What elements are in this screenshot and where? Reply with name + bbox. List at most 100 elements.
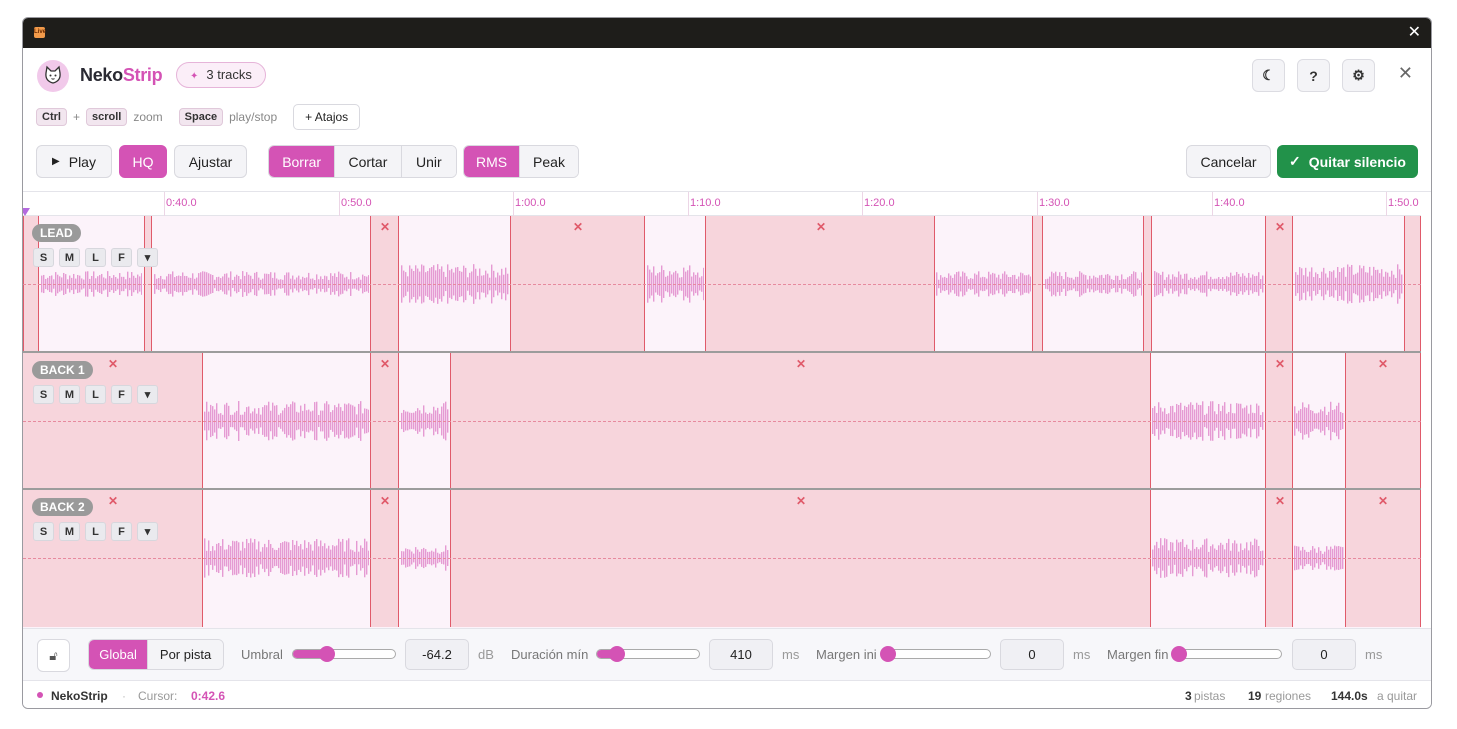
cat-logo-icon <box>37 60 69 92</box>
margin-end-slider[interactable] <box>1171 646 1282 662</box>
track-back-2[interactable]: ✕ ✕ ✕ ✕ ✕ BACK 2 S M L F ▾ <box>23 490 1421 627</box>
waveform-bar <box>661 265 663 303</box>
playhead-marker[interactable] <box>23 208 30 216</box>
silence-region[interactable] <box>1143 216 1152 351</box>
track-back-1[interactable]: ✕ ✕ ✕ ✕ ✕ BACK 1 S M L F ▾ <box>23 353 1421 490</box>
l-button[interactable]: L <box>85 248 106 267</box>
track-midline <box>23 558 1421 559</box>
waveform-bar <box>330 273 332 295</box>
mode-cortar[interactable]: Cortar <box>335 146 402 177</box>
scope-per-track[interactable]: Por pista <box>148 640 223 669</box>
track-menu-button[interactable]: ▾ <box>137 522 158 541</box>
remove-region-icon[interactable]: ✕ <box>379 357 391 371</box>
silence-region[interactable]: ✕ <box>370 353 399 488</box>
threshold-slider[interactable] <box>292 646 396 662</box>
slider-knob[interactable] <box>880 646 896 662</box>
vertical-scrollbar[interactable] <box>1421 192 1431 629</box>
solo-button[interactable]: S <box>33 385 54 404</box>
margin-start-slider[interactable] <box>880 646 991 662</box>
silence-region[interactable] <box>1032 216 1043 351</box>
ruler-tick: 0:50.0 <box>341 197 372 209</box>
remove-region-icon[interactable]: ✕ <box>815 220 827 234</box>
track-controls: S M L F ▾ <box>33 522 163 541</box>
l-button[interactable]: L <box>85 522 106 541</box>
detect-rms[interactable]: RMS <box>464 146 521 177</box>
close-icon[interactable]: ✕ <box>1397 63 1413 83</box>
header: NekoStrip ✦ 3 tracks ☾ ? ⚙ ✕ <box>23 48 1431 108</box>
cancel-button[interactable]: Cancelar <box>1186 145 1271 178</box>
min-duration-slider[interactable] <box>596 646 700 662</box>
remove-region-icon[interactable]: ✕ <box>1377 357 1389 371</box>
remove-region-icon[interactable]: ✕ <box>1377 494 1389 508</box>
dark-mode-button[interactable]: ☾ <box>1252 59 1285 92</box>
remove-region-icon[interactable]: ✕ <box>1274 494 1286 508</box>
remove-region-icon[interactable]: ✕ <box>1274 357 1286 371</box>
margin-start-unit: ms <box>1073 647 1091 662</box>
silence-region[interactable]: ✕ <box>510 216 645 351</box>
sparkle-icon: ✦ <box>190 71 199 82</box>
remove-region-icon[interactable]: ✕ <box>107 494 119 508</box>
remove-region-icon[interactable]: ✕ <box>379 220 391 234</box>
mute-button[interactable]: M <box>59 248 80 267</box>
remove-region-icon[interactable]: ✕ <box>107 357 119 371</box>
f-button[interactable]: F <box>111 522 132 541</box>
remove-silence-button[interactable]: ✓ Quitar silencio <box>1277 145 1418 178</box>
track-menu-button[interactable]: ▾ <box>137 248 158 267</box>
slider-knob[interactable] <box>318 646 335 662</box>
remove-region-icon[interactable]: ✕ <box>795 494 807 508</box>
remove-region-icon[interactable]: ✕ <box>795 357 807 371</box>
solo-button[interactable]: S <box>33 522 54 541</box>
lock-button[interactable]: 🔓︎ <box>37 639 70 672</box>
window-close-icon[interactable]: ✕ <box>1407 24 1421 41</box>
solo-button[interactable]: S <box>33 248 54 267</box>
silence-region[interactable]: ✕ <box>1345 353 1421 488</box>
track-controls: S M L F ▾ <box>33 385 163 404</box>
hq-toggle[interactable]: HQ <box>119 145 167 178</box>
mode-unir[interactable]: Unir <box>401 146 456 177</box>
remove-region-icon[interactable]: ✕ <box>1274 220 1286 234</box>
l-button[interactable]: L <box>85 385 106 404</box>
remove-region-icon[interactable]: ✕ <box>379 494 391 508</box>
slider-knob[interactable] <box>1171 646 1187 662</box>
silence-region[interactable] <box>144 216 152 351</box>
silence-region[interactable] <box>1404 216 1421 351</box>
waveform-bar <box>77 274 79 294</box>
track-lead[interactable]: ✕ ✕ ✕ ✕ LEAD S M L <box>23 216 1421 353</box>
slider-knob[interactable] <box>609 646 626 662</box>
app-title-part1: Neko <box>80 65 123 85</box>
mute-button[interactable]: M <box>59 522 80 541</box>
scope-global[interactable]: Global <box>89 640 149 669</box>
regions-count-label: regiones <box>1265 689 1312 703</box>
time-ruler[interactable]: 0:40.0 0:50.0 1:00.0 1:10.0 1:20.0 1:30.… <box>23 192 1421 216</box>
ajustar-button[interactable]: Ajustar <box>174 145 247 178</box>
play-button[interactable]: ▶ Play <box>36 145 112 178</box>
mute-button[interactable]: M <box>59 385 80 404</box>
ruler-tick: 1:10.0 <box>690 197 721 209</box>
ruler-tick: 1:20.0 <box>864 197 895 209</box>
slider-fill <box>597 650 618 658</box>
detect-peak[interactable]: Peak <box>520 146 578 177</box>
hq-label: HQ <box>132 153 154 170</box>
silence-region[interactable]: ✕ <box>370 216 399 351</box>
remove-region-icon[interactable]: ✕ <box>572 220 584 234</box>
min-duration-input[interactable]: 410 <box>709 639 773 670</box>
threshold-input[interactable]: -64.2 <box>405 639 469 670</box>
timeline[interactable]: 0:40.0 0:50.0 1:00.0 1:10.0 1:20.0 1:30.… <box>23 191 1431 629</box>
silence-region[interactable]: ✕ <box>1265 353 1293 488</box>
f-button[interactable]: F <box>111 248 132 267</box>
help-icon: ? <box>1309 67 1318 84</box>
margin-end-input[interactable]: 0 <box>1292 639 1356 670</box>
f-button[interactable]: F <box>111 385 132 404</box>
track-menu-button[interactable]: ▾ <box>137 385 158 404</box>
settings-button[interactable]: ⚙ <box>1342 59 1375 92</box>
mode-borrar[interactable]: Borrar <box>269 146 336 177</box>
regions-count: 19 <box>1248 689 1262 703</box>
waveform-bar <box>366 276 368 292</box>
more-shortcuts-button[interactable]: + Atajos <box>293 104 361 130</box>
track-midline <box>23 284 1421 285</box>
silence-region[interactable]: ✕ <box>705 216 935 351</box>
help-button[interactable]: ? <box>1297 59 1330 92</box>
margin-start-input[interactable]: 0 <box>1000 639 1064 670</box>
silence-region[interactable]: ✕ <box>1265 216 1293 351</box>
silence-region[interactable]: ✕ <box>450 353 1151 488</box>
